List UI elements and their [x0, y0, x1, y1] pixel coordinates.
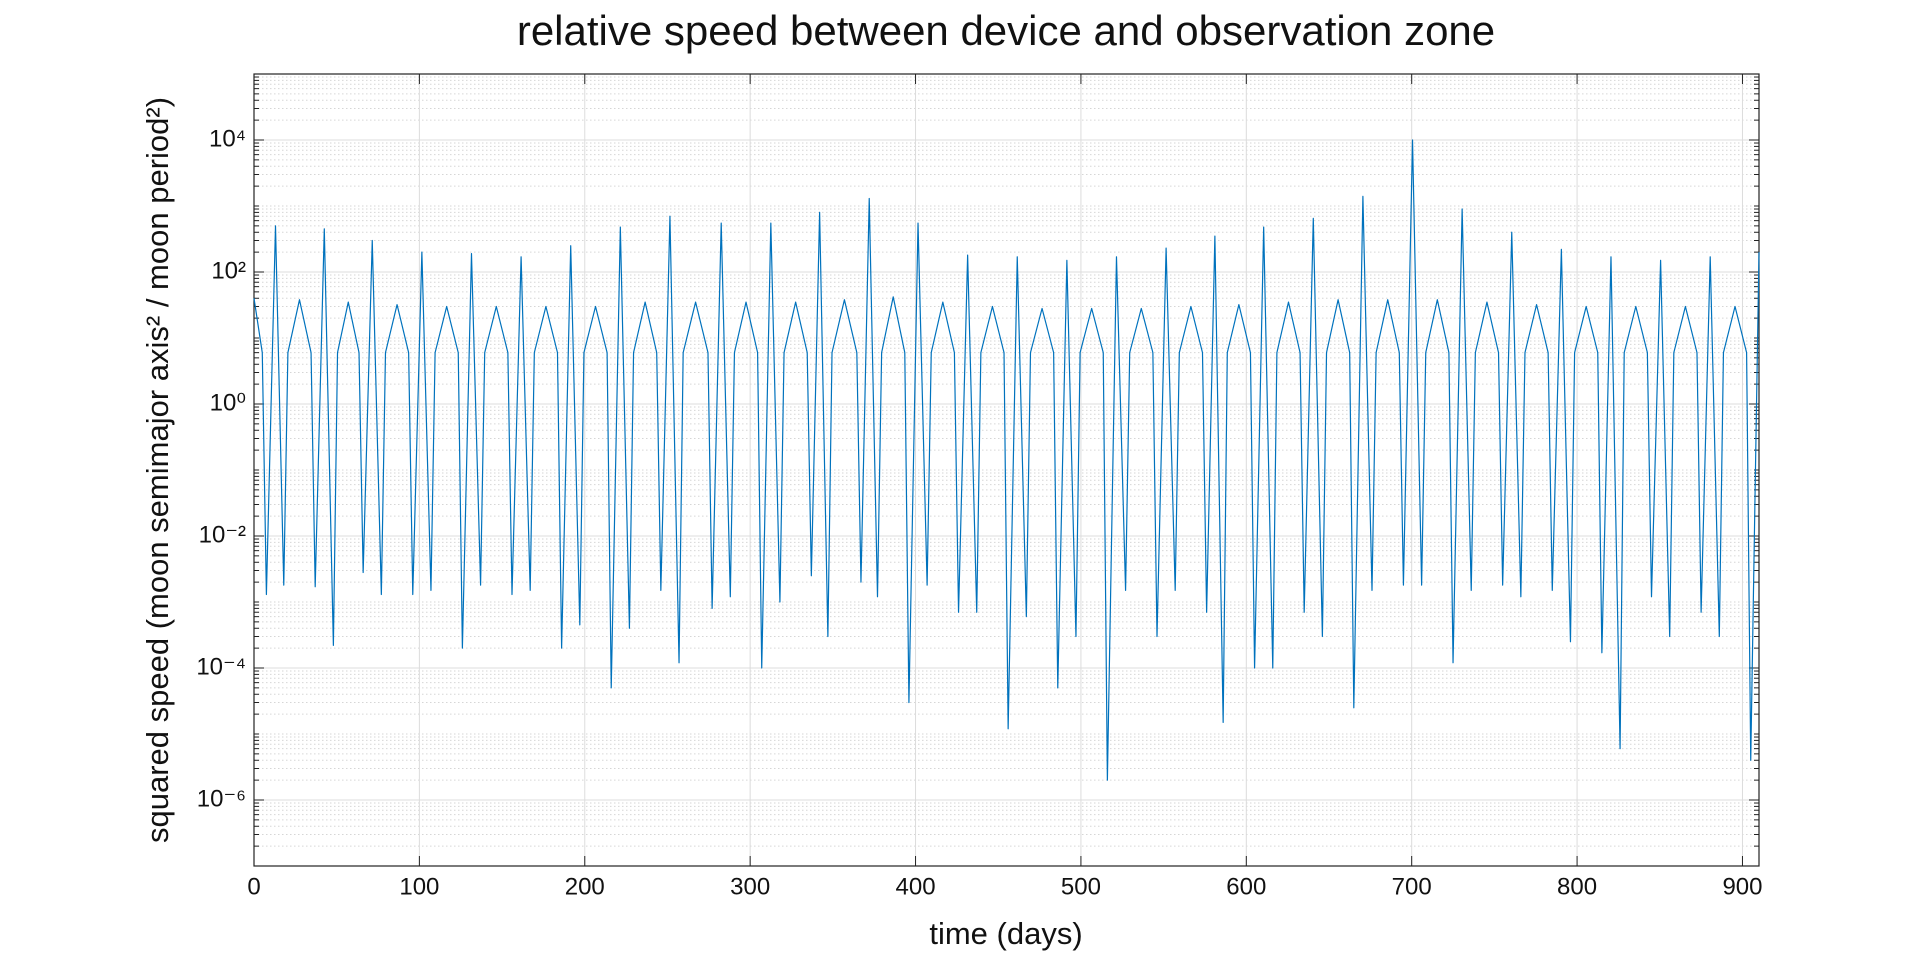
- x-tick-label: 600: [1226, 873, 1266, 900]
- x-axis-label: time (days): [929, 916, 1082, 951]
- x-tick-label: 400: [896, 873, 936, 900]
- y-tick-label: 10⁴: [209, 125, 246, 152]
- x-tick-label: 200: [565, 873, 605, 900]
- chart-title: relative speed between device and observ…: [517, 7, 1495, 54]
- x-tick-label: 700: [1392, 873, 1432, 900]
- y-tick-label: 10²: [211, 257, 246, 284]
- x-tick-label: 100: [399, 873, 439, 900]
- plot-frame: [253, 73, 1760, 867]
- y-tick-label: 10⁻²: [199, 521, 246, 548]
- y-tick-label: 10⁻⁶: [197, 785, 246, 812]
- x-tick-label: 800: [1557, 873, 1597, 900]
- y-tick-label: 10⁻⁴: [196, 653, 246, 680]
- y-tick-label: 10⁰: [210, 389, 246, 416]
- x-tick-label: 300: [730, 873, 770, 900]
- x-tick-label: 900: [1722, 873, 1762, 900]
- y-axis-label: squared speed (moon semimajor axis² / mo…: [140, 97, 175, 843]
- x-tick-label: 500: [1061, 873, 1101, 900]
- data-line: [253, 139, 1760, 781]
- x-tick-label: 0: [247, 873, 260, 900]
